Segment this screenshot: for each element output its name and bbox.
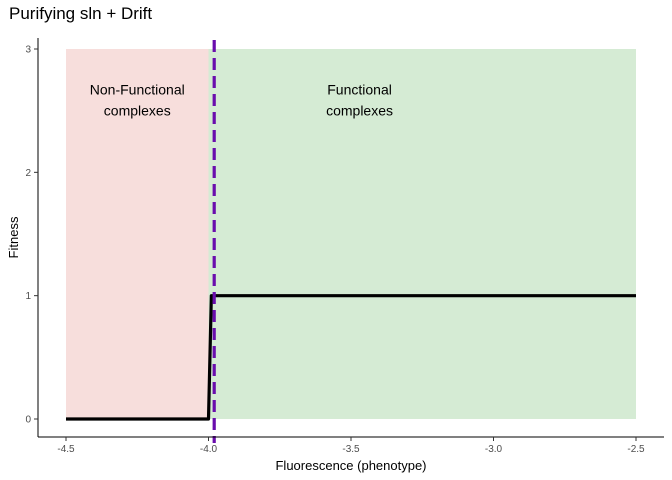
y-tick-label: 0 (25, 415, 31, 426)
region-label-1: Functional complexes (326, 82, 393, 119)
x-tick-label: -3.5 (342, 444, 360, 455)
region-label-0: Non-Functional complexes (90, 82, 185, 119)
chart-title: Purifying sln + Drift (9, 4, 153, 23)
y-tick-label: 1 (25, 291, 31, 302)
region-labels-layer: Non-Functional complexes Functional complex… (90, 82, 393, 119)
region-rect-1 (208, 49, 636, 419)
ticks-layer: -4.5 -4.0 -3.5 -3.0 -2.5 0 1 2 3 (25, 45, 645, 456)
x-tick-label: -4.0 (200, 444, 218, 455)
region-label-line: complexes (104, 103, 171, 119)
x-tick-label: -4.5 (57, 444, 75, 455)
y-tick-label: 2 (25, 168, 31, 179)
region-label-line: Functional (327, 82, 392, 98)
regions-layer (66, 49, 636, 419)
region-label-line: complexes (326, 103, 393, 119)
series-layer (66, 294, 636, 421)
y-tick-label: 3 (25, 45, 31, 56)
series-line-0 (66, 294, 636, 421)
x-axis-title: Fluorescence (phenotype) (275, 458, 426, 473)
x-tick-label: -3.0 (485, 444, 503, 455)
x-tick-label: -2.5 (627, 444, 645, 455)
region-rect-0 (66, 49, 209, 419)
y-axis-title: Fitness (6, 216, 21, 258)
region-label-line: Non-Functional (90, 82, 185, 98)
